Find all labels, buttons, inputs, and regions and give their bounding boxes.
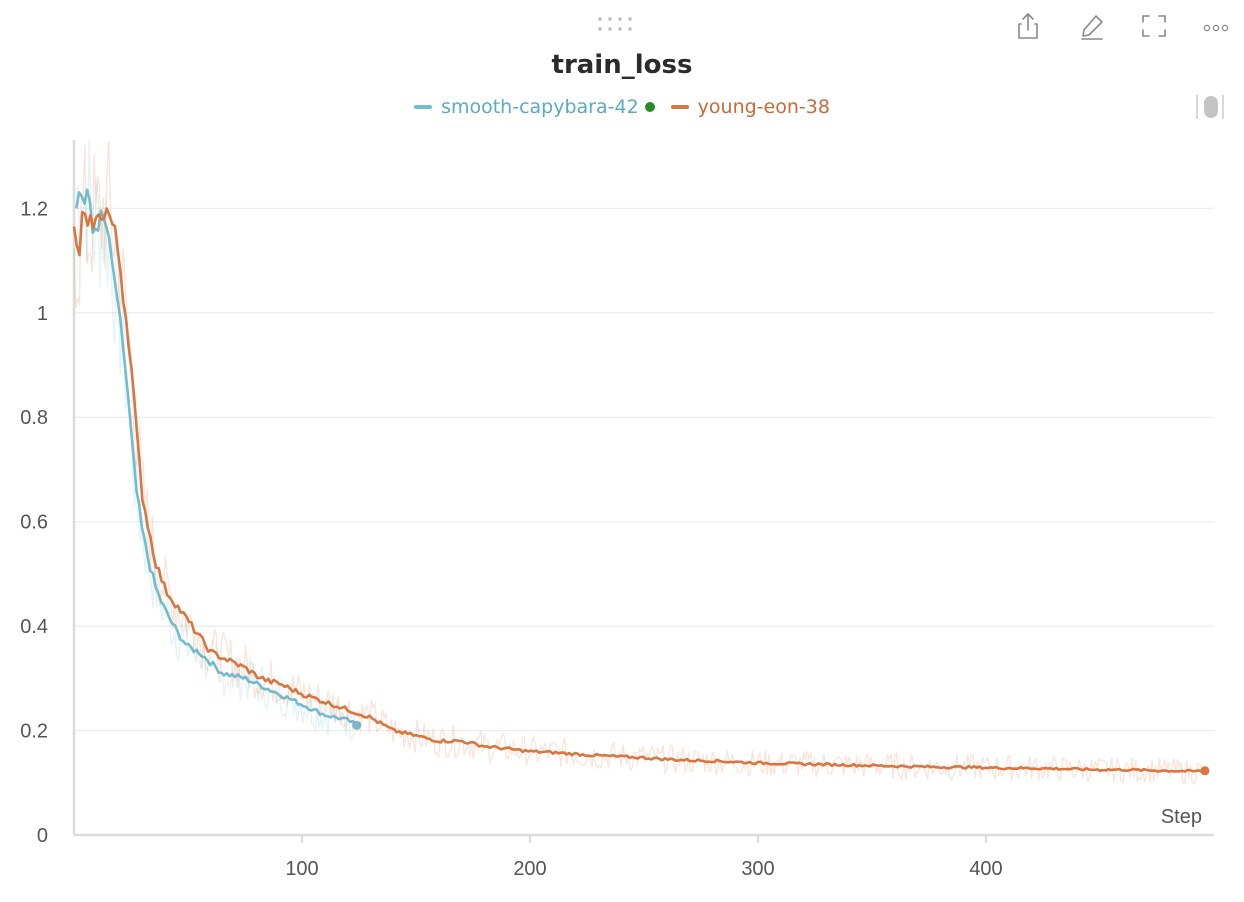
series-raw-line-1	[75, 139, 357, 740]
y-tick-label: 0.4	[20, 616, 48, 638]
series-line-2	[72, 207, 1205, 773]
y-tick-label: 0.8	[20, 407, 48, 429]
x-tick-label: 100	[285, 858, 318, 880]
fullscreen-icon[interactable]	[1138, 10, 1170, 42]
drag-handle-icon[interactable]	[596, 14, 642, 34]
series-raw-line-2	[73, 140, 1204, 786]
x-axis-label: Step	[1161, 806, 1202, 828]
series-end-marker-1	[352, 720, 362, 730]
chart-legend: smooth-capybara-42 young-eon-38	[0, 96, 1244, 118]
y-tick-label: 0.6	[20, 512, 48, 534]
run-status-dot	[644, 102, 655, 112]
legend-label: young-eon-38	[697, 96, 830, 118]
x-tick-label: 300	[741, 858, 774, 880]
y-tick-label: 1	[37, 303, 48, 325]
chart-title: train_loss	[551, 50, 693, 80]
more-icon[interactable]	[1200, 10, 1232, 42]
share-icon[interactable]	[1012, 10, 1044, 42]
y-tick-label: 0	[37, 825, 48, 847]
panel-toolbar	[0, 0, 1244, 50]
y-tick-label: 1.2	[20, 198, 48, 220]
edit-icon[interactable]	[1076, 10, 1108, 42]
series-line-1	[75, 188, 357, 725]
legend-item-series-2[interactable]: young-eon-38	[670, 96, 830, 118]
legend-label: smooth-capybara-42	[441, 96, 639, 118]
legend-scroll-handle[interactable]	[1195, 93, 1225, 121]
x-tick-label: 200	[513, 858, 546, 880]
x-tick-label: 400	[969, 858, 1002, 880]
legend-swatch	[670, 105, 689, 109]
legend-swatch	[414, 105, 433, 109]
legend-item-series-1[interactable]: smooth-capybara-42	[414, 96, 655, 118]
series-end-marker-2	[1200, 766, 1210, 776]
y-tick-label: 0.2	[20, 721, 48, 743]
